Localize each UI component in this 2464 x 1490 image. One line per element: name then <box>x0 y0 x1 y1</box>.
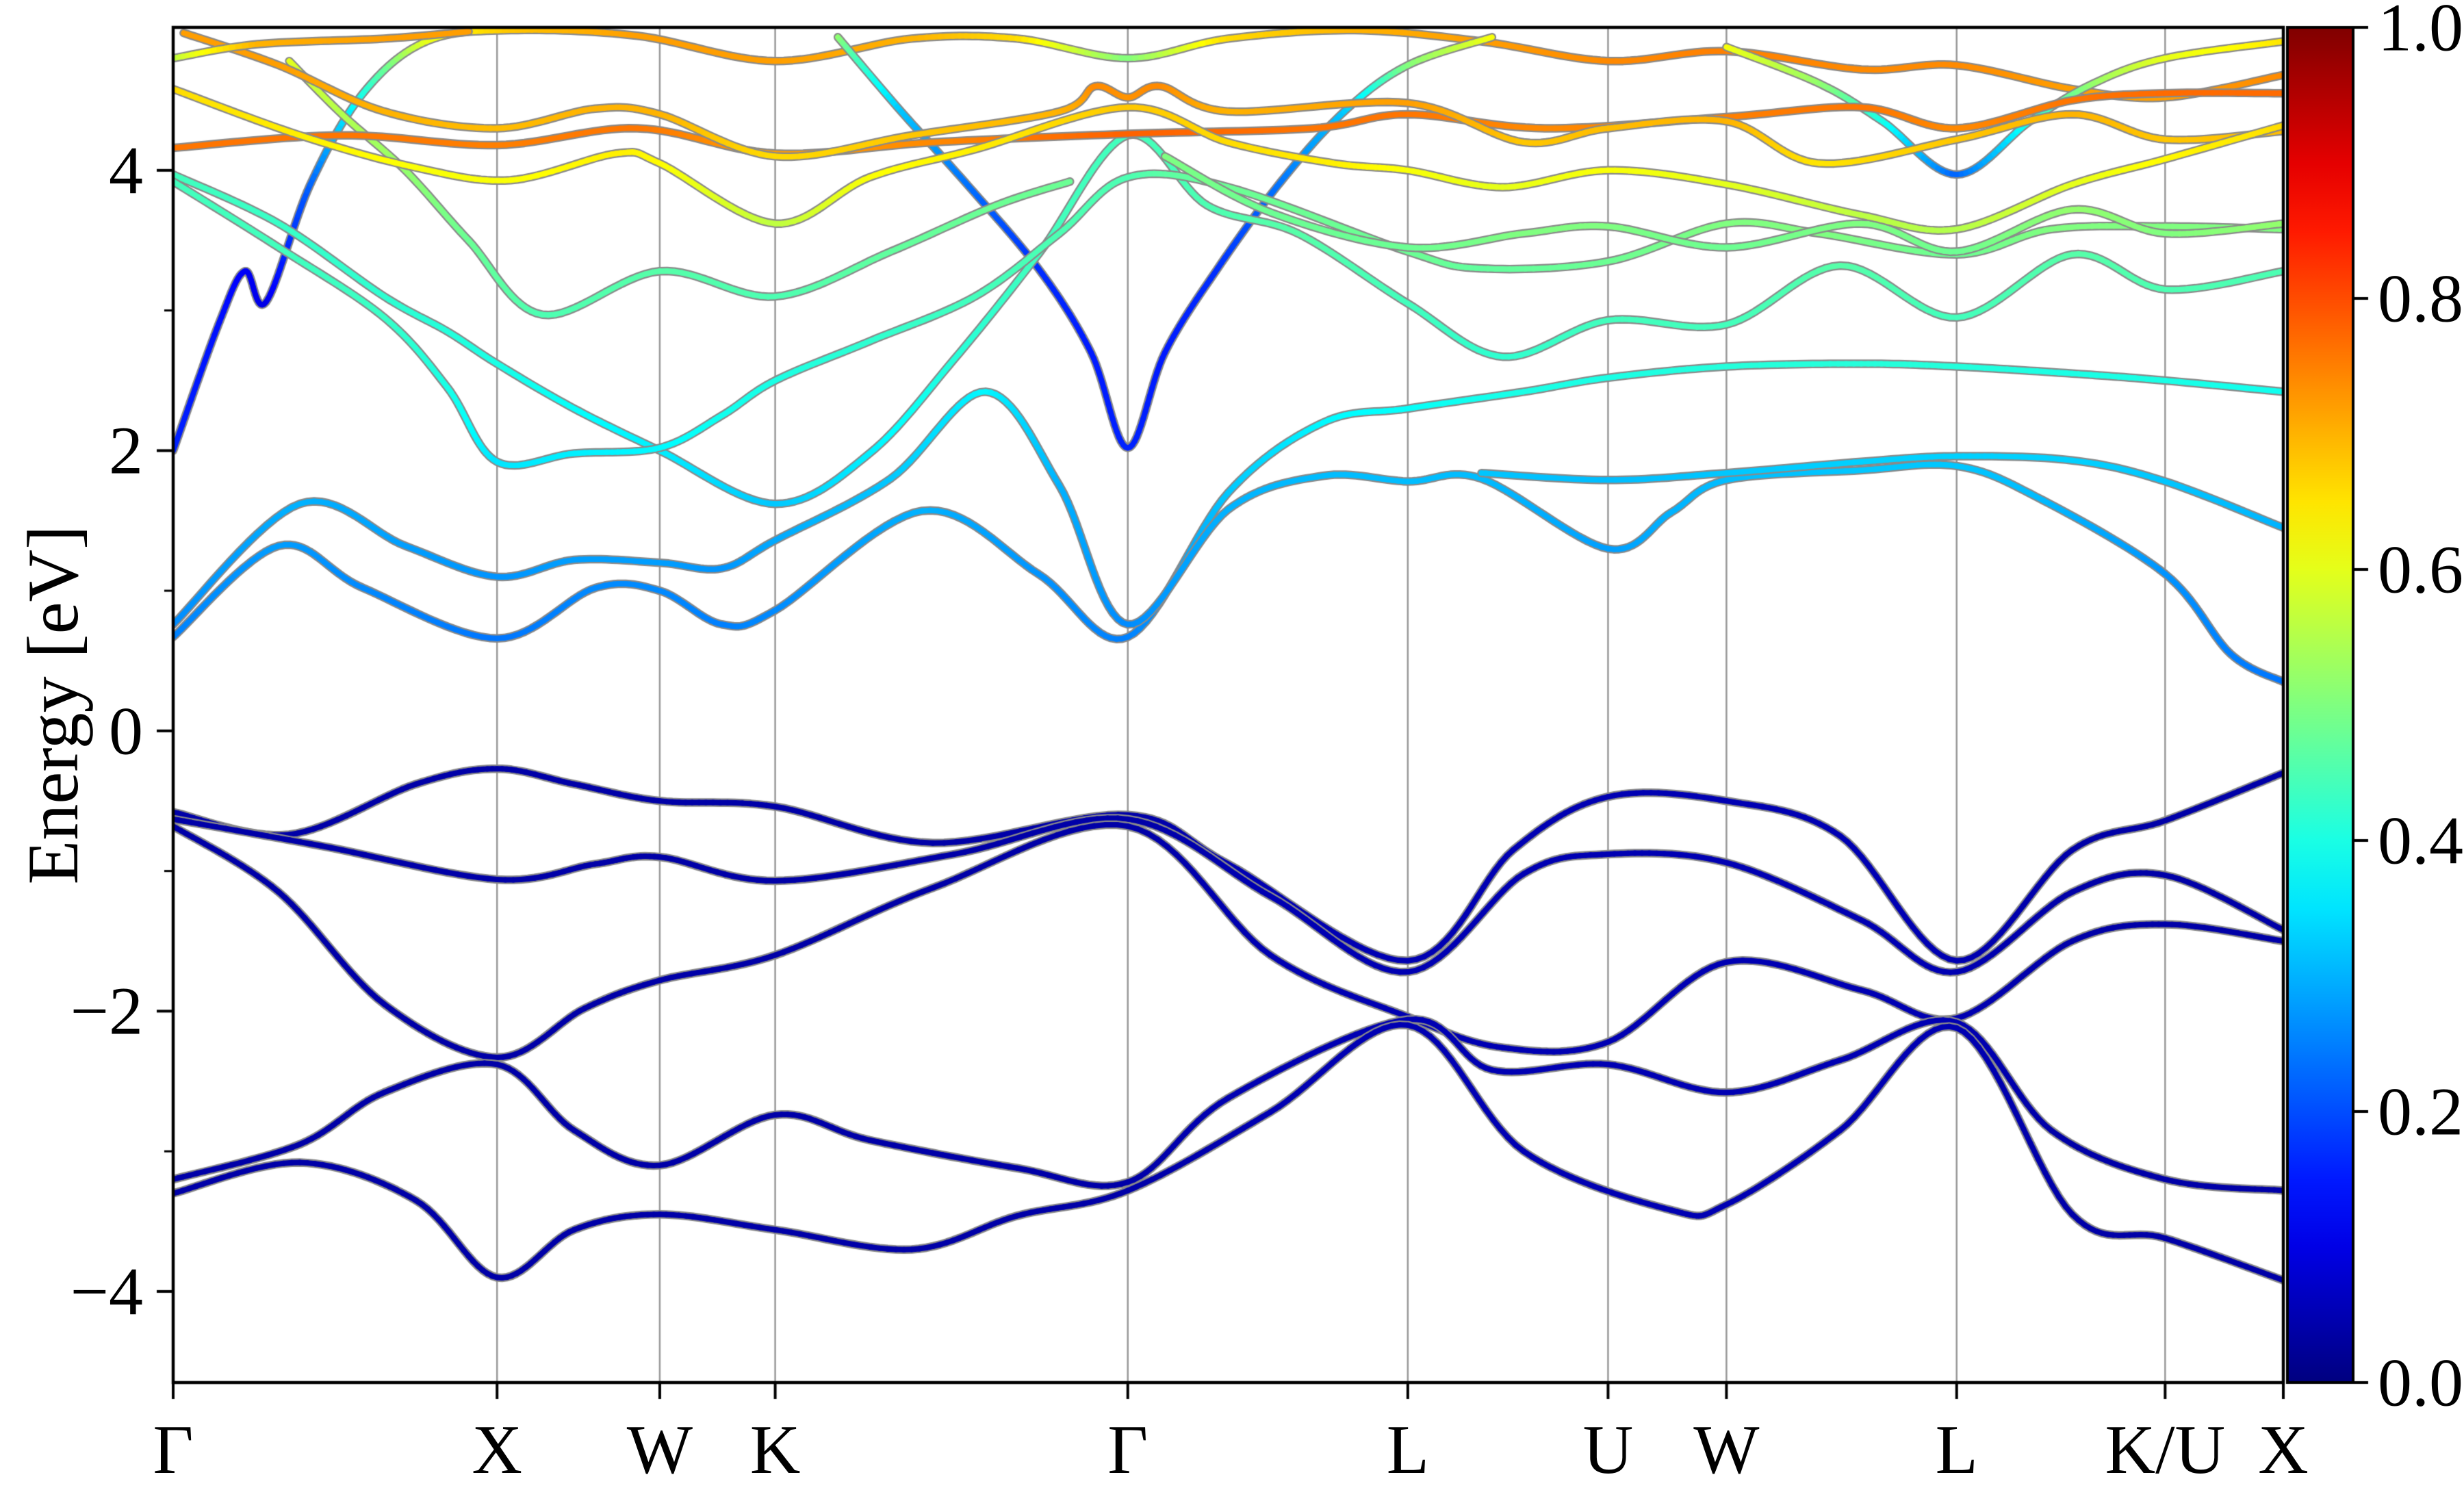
colorbar-tick-label: 0.8 <box>2378 260 2463 337</box>
x-tick-label: L <box>1935 1411 1978 1489</box>
y-axis-label: Energy [eV] <box>13 525 93 885</box>
x-tick-label: K/U <box>2105 1411 2226 1489</box>
y-tick-label: −2 <box>70 973 143 1049</box>
colorbar-tick-label: 0.6 <box>2378 531 2463 608</box>
x-tick-label: Γ <box>1107 1411 1148 1489</box>
y-tick-label: 0 <box>109 693 143 769</box>
x-tick-label: Γ <box>153 1411 194 1489</box>
x-tick-label: K <box>749 1411 801 1489</box>
colorbar-tick-label: 0.0 <box>2378 1344 2463 1421</box>
y-tick-label: 4 <box>109 132 143 209</box>
colorbar-tick-label: 1.0 <box>2378 0 2463 66</box>
x-tick-label: L <box>1386 1411 1430 1489</box>
colorbar-tick-label: 0.4 <box>2378 802 2463 879</box>
y-tick-label: 2 <box>109 412 143 489</box>
x-tick-label: W <box>626 1411 693 1489</box>
x-tick-label: X <box>472 1411 523 1489</box>
x-tick-label: U <box>1582 1411 1634 1489</box>
x-tick-label: W <box>1693 1411 1760 1489</box>
colorbar-tick-label: 0.2 <box>2378 1073 2463 1150</box>
x-tick-label: X <box>2258 1411 2309 1489</box>
y-tick-label: −4 <box>70 1253 143 1330</box>
